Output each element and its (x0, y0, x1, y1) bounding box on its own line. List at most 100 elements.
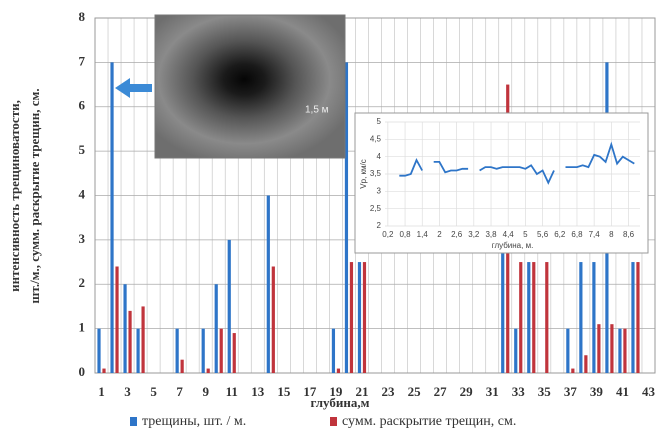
inset-y-tick-label: 3,5 (370, 169, 382, 178)
inset-x-tick-label: 8 (609, 230, 614, 239)
inset-y-tick-label: 4 (377, 152, 382, 161)
bar (271, 266, 275, 373)
y-tick-label: 3 (79, 231, 86, 246)
inset-x-tick-label: 3,2 (468, 230, 480, 239)
x-tick-label: 1 (98, 384, 105, 399)
inset-frame (354, 112, 649, 254)
inset-x-tick-label: 4,4 (503, 230, 515, 239)
x-tick-label: 3 (124, 384, 131, 399)
inset-x-tick-label: 3,8 (485, 230, 497, 239)
x-tick-label: 31 (486, 384, 499, 399)
y-tick-label: 0 (79, 364, 86, 379)
bar (123, 284, 127, 373)
bar (214, 284, 218, 373)
arrow (115, 78, 152, 98)
bar (201, 328, 205, 373)
bar (592, 262, 596, 373)
x-tick-label: 13 (251, 384, 265, 399)
bar (336, 368, 341, 373)
inset-x-tick-label: 2 (437, 230, 442, 239)
bar (584, 355, 588, 373)
y-tick-label: 5 (79, 142, 86, 157)
inset-x-tick-label: 2,6 (451, 230, 463, 239)
y-tick-label: 2 (79, 275, 86, 290)
inset-y-tick-label: 2 (377, 221, 382, 230)
bar (631, 262, 635, 373)
bar (623, 328, 627, 373)
bar (349, 262, 354, 373)
x-tick-label: 11 (226, 384, 238, 399)
bar (227, 239, 231, 373)
bar (571, 368, 575, 373)
x-tick-label: 25 (408, 384, 422, 399)
bar (566, 328, 570, 373)
x-tick-label: 41 (616, 384, 629, 399)
bar (501, 239, 505, 373)
bar (206, 368, 210, 373)
x-tick-label: 19 (329, 384, 343, 399)
inset-y-tick-label: 4,5 (370, 134, 382, 143)
inset-y-tick-label: 2,5 (370, 204, 382, 213)
bar (362, 262, 367, 373)
y-tick-label: 6 (79, 98, 86, 113)
inset-y-tick-label: 5 (377, 117, 382, 126)
bar (636, 262, 640, 373)
inset-x-tick-label: 5 (523, 230, 528, 239)
bar (357, 262, 362, 373)
inset-y-tick-label: 3 (377, 186, 382, 195)
inset-x-tick-label: 7,4 (589, 230, 601, 239)
bar (514, 328, 518, 373)
bar (219, 328, 223, 373)
photo-caption: 1,5 м (305, 105, 329, 116)
bar (97, 328, 101, 373)
bar (232, 333, 236, 373)
legend-swatch (130, 417, 137, 426)
bar (128, 310, 132, 373)
x-tick-label: 37 (564, 384, 578, 399)
bar (527, 262, 531, 373)
bar (180, 359, 184, 373)
bar (610, 324, 614, 373)
bar (618, 328, 622, 373)
inset-x-tick-label: 0,2 (382, 230, 394, 239)
inset-line (399, 141, 635, 185)
inset-y-axis-title: Vp, км/с (359, 159, 368, 188)
bar (175, 328, 179, 373)
y-tick-label: 1 (79, 320, 86, 335)
x-tick-label: 27 (434, 384, 448, 399)
borehole-photo (154, 14, 346, 159)
legend-swatch (330, 417, 337, 426)
x-tick-label: 29 (460, 384, 474, 399)
inset-x-tick-label: 1,4 (417, 230, 429, 239)
x-tick-label: 23 (382, 384, 396, 399)
x-tick-label: 9 (202, 384, 209, 399)
y-axis-title: интенсивность трещиноватости, (7, 100, 22, 292)
x-tick-label: 35 (538, 384, 552, 399)
legend-label: трещины, шт. / м. (142, 414, 246, 429)
inset-x-tick-label: 6,2 (554, 230, 566, 239)
inset-x-axis-title: глубина, м. (492, 241, 534, 250)
x-tick-label: 17 (303, 384, 317, 399)
x-tick-label: 33 (512, 384, 526, 399)
bar (266, 195, 270, 373)
x-tick-label: 5 (150, 384, 157, 399)
bar (331, 328, 336, 373)
inset-x-tick-label: 5,6 (537, 230, 549, 239)
overlay: 1,5 м 2 2,5 3 3,5 4 4,5 5 0,2 0,8 1,4 2 2,6 3,2 3,8 4,… (115, 14, 649, 254)
x-tick-label: 15 (277, 384, 291, 399)
bar (102, 368, 106, 373)
bar (545, 262, 549, 373)
y-axis-title: шт./м., сумм. раскрытие трещин, см. (27, 88, 42, 303)
bar (597, 324, 601, 373)
bar (579, 262, 583, 373)
legend-label: сумм. раскрытие трещин, см. (342, 414, 516, 429)
x-tick-label: 39 (590, 384, 604, 399)
inset-x-tick-label: 6,8 (571, 230, 583, 239)
inset-x-tick-label: 0,8 (399, 230, 411, 239)
bar (136, 328, 140, 373)
x-tick-label: 21 (355, 384, 368, 399)
plot-frame (94, 17, 656, 374)
y-tick-label: 8 (79, 9, 86, 24)
bar (115, 266, 119, 373)
